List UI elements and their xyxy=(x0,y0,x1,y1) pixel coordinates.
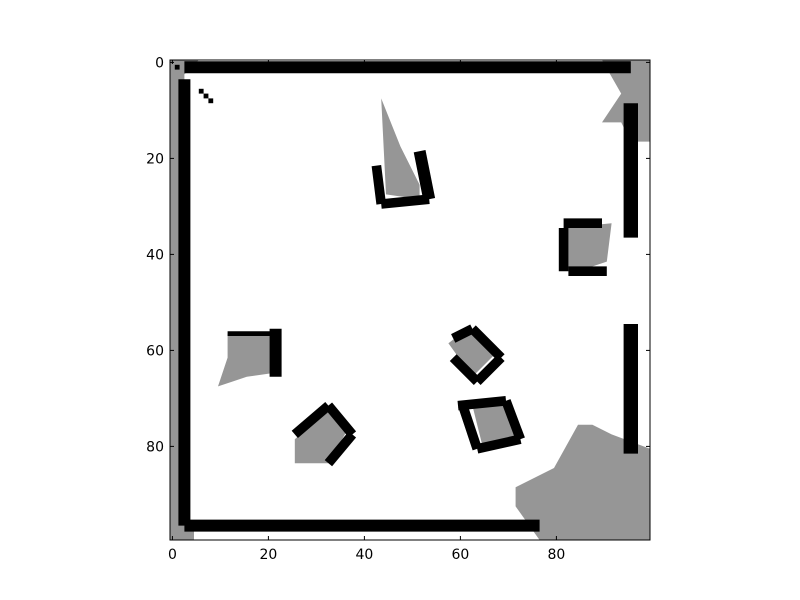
occupied-wall-center-diamond-edge-nw xyxy=(449,354,481,385)
unknown-region-top-triangle xyxy=(381,98,420,200)
occupied-cell-2 xyxy=(203,93,209,99)
y-tick-label-20: 20 xyxy=(146,151,164,167)
occupied-wall-lower-right-box-wall-right xyxy=(501,399,525,441)
occupied-wall-lower-right-box-wall-left xyxy=(458,404,482,451)
occupied-wall-top-triangle-wall-right xyxy=(413,150,436,201)
unknown-region-right-box-interior xyxy=(563,223,612,272)
x-tick-label-40: 40 xyxy=(355,547,373,563)
occupied-wall-top-triangle-wall-left xyxy=(371,165,386,205)
x-tick-label-60: 60 xyxy=(451,547,469,563)
occupied-wall-top-triangle-wall-bottom xyxy=(380,194,430,209)
y-tick-label-40: 40 xyxy=(146,247,164,263)
occupied-wall-center-diamond-edge-ne xyxy=(451,324,475,343)
unknown-region-lower-right-box-interior xyxy=(472,400,516,444)
occupied-wall-lower-right-box-wall-bottom xyxy=(476,434,522,454)
y-tick-label-0: 0 xyxy=(155,55,164,71)
x-tick-label-0: 0 xyxy=(168,547,177,563)
occupied-wall-lower-left-box-wall-se xyxy=(324,431,357,467)
x-axis-ticks: 0 20 40 60 80 xyxy=(168,60,565,563)
y-tick-label-60: 60 xyxy=(146,343,164,359)
plot-area xyxy=(169,59,651,541)
occupied-wall-lower-left-box-wall-ne xyxy=(324,402,357,438)
occupied-cell-0 xyxy=(174,64,180,70)
x-tick-label-20: 20 xyxy=(259,547,277,563)
occupied-wall-lower-left-box-wall-nw xyxy=(291,401,332,439)
occupied-wall-center-diamond-edge-se xyxy=(469,325,505,361)
unknown-region-center-diamond-interior xyxy=(448,328,497,377)
occupied-cell-3 xyxy=(208,98,214,104)
occupied-wall-center-diamond-edge-sw xyxy=(473,354,505,385)
occupied-walls xyxy=(174,61,638,532)
axes-frame xyxy=(169,59,651,541)
unknown-region-bottom-right-fan xyxy=(515,424,650,540)
y-tick-label-80: 80 xyxy=(146,439,164,455)
occupied-cell-1 xyxy=(198,88,204,94)
x-tick-label-80: 80 xyxy=(547,547,565,563)
y-axis-ticks: 0 20 40 60 80 xyxy=(146,55,650,455)
unknown-region-left-box-interior xyxy=(218,333,281,387)
